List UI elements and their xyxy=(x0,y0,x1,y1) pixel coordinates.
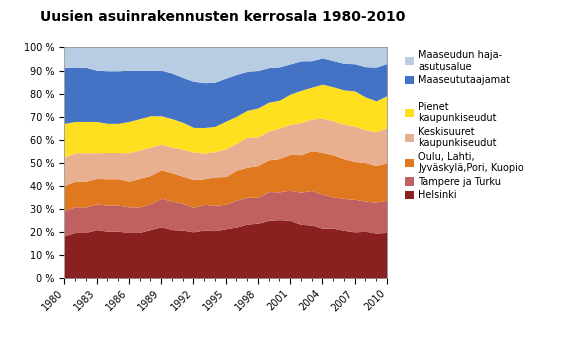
Text: Uusien asuinrakennusten kerrosala 1980-2010: Uusien asuinrakennusten kerrosala 1980-2… xyxy=(40,10,406,24)
Legend: Maaseudun haja-
asutusalue, Maaseututaajamat, , Pienet
kaupunkiseudut, Keskisuur: Maaseudun haja- asutusalue, Maaseututaaj… xyxy=(404,50,524,200)
